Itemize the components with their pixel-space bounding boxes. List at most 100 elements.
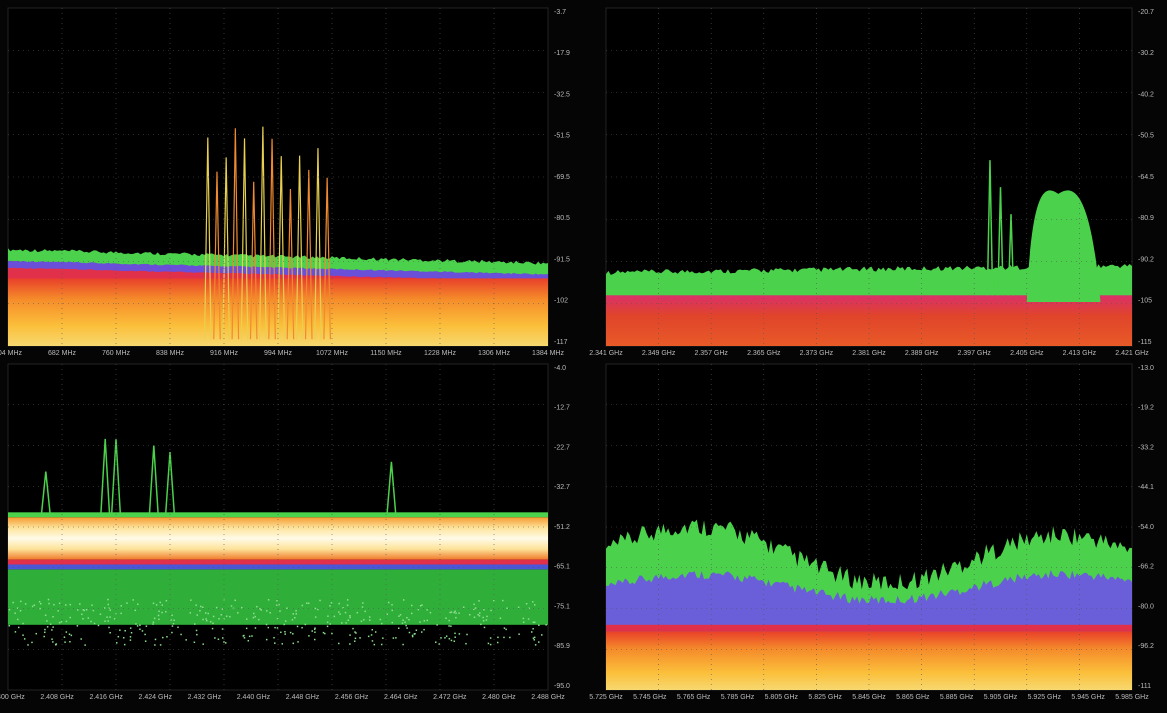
noise-speck xyxy=(145,625,148,627)
noise-speck xyxy=(465,642,467,645)
noise-speck xyxy=(266,610,268,612)
x-tick-label: 5.885 GHz xyxy=(940,694,974,701)
noise-speck xyxy=(107,620,109,622)
noise-speck xyxy=(31,641,33,644)
signal-peak xyxy=(277,156,286,340)
noise-speck xyxy=(196,633,198,636)
noise-speck xyxy=(122,637,125,639)
noise-speck xyxy=(17,618,19,621)
signal-peak xyxy=(295,155,304,340)
noise-speck xyxy=(292,642,295,645)
noise-speck xyxy=(478,600,480,602)
x-tick-label: 2.421 GHz xyxy=(1115,350,1149,357)
spectrum-layer xyxy=(8,517,548,560)
noise-speck xyxy=(477,613,479,616)
spectrum-layer xyxy=(8,559,548,565)
noise-speck xyxy=(371,640,374,642)
y-tick-label: -90.2 xyxy=(1138,256,1154,263)
noise-speck xyxy=(532,601,534,603)
noise-speck xyxy=(221,628,224,630)
noise-speck xyxy=(324,632,326,635)
noise-speck xyxy=(496,641,499,644)
noise-speck xyxy=(223,641,225,643)
noise-speck xyxy=(43,635,45,638)
noise-speck xyxy=(130,632,133,634)
noise-speck xyxy=(445,617,447,619)
noise-speck xyxy=(326,621,329,624)
noise-speck xyxy=(474,607,477,609)
noise-speck xyxy=(39,602,42,605)
noise-speck xyxy=(49,623,52,625)
noise-speck xyxy=(253,612,255,615)
noise-speck xyxy=(132,599,134,601)
noise-speck xyxy=(360,620,363,623)
noise-speck xyxy=(533,639,536,641)
noise-speck xyxy=(482,616,484,619)
noise-speck xyxy=(161,611,163,614)
noise-speck xyxy=(458,633,461,635)
noise-speck xyxy=(478,615,481,617)
noise-speck xyxy=(490,609,492,612)
noise-speck xyxy=(204,612,207,614)
y-tick-label: -80.9 xyxy=(1138,215,1154,222)
noise-speck xyxy=(349,634,351,636)
noise-speck xyxy=(64,641,66,643)
noise-speck xyxy=(402,619,404,621)
noise-speck xyxy=(291,619,294,621)
noise-speck xyxy=(473,608,475,610)
noise-speck xyxy=(129,639,132,641)
noise-speck xyxy=(506,607,508,610)
signal-peak xyxy=(203,137,212,340)
noise-speck xyxy=(306,602,308,604)
noise-speck xyxy=(339,613,341,615)
noise-speck xyxy=(84,644,86,646)
noise-speck xyxy=(243,637,246,639)
noise-speck xyxy=(469,613,471,616)
noise-speck xyxy=(152,602,155,605)
noise-speck xyxy=(401,622,404,624)
noise-speck xyxy=(534,604,536,606)
noise-speck xyxy=(329,623,331,625)
noise-speck xyxy=(517,606,520,609)
noise-speck xyxy=(44,614,47,616)
noise-speck xyxy=(83,609,85,612)
noise-speck xyxy=(165,599,168,602)
noise-speck xyxy=(19,600,22,603)
noise-speck xyxy=(252,616,255,619)
x-tick-label: 5.945 GHz xyxy=(1071,694,1105,701)
noise-speck xyxy=(77,609,79,611)
noise-speck xyxy=(242,635,245,637)
noise-speck xyxy=(16,607,19,609)
y-tick-label: -32.5 xyxy=(554,91,570,98)
x-tick-label: 5.925 GHz xyxy=(1028,694,1062,701)
noise-speck xyxy=(207,612,209,615)
y-tick-label: -13.0 xyxy=(1138,365,1154,372)
x-tick-label: 2.408 GHz xyxy=(40,694,74,701)
noise-speck xyxy=(538,641,540,643)
noise-speck xyxy=(22,634,24,636)
noise-speck xyxy=(166,636,168,638)
noise-speck xyxy=(458,612,460,614)
x-tick-label: 2.424 GHz xyxy=(139,694,173,701)
y-tick-label: -102 xyxy=(554,298,568,305)
noise-speck xyxy=(338,611,340,613)
noise-speck xyxy=(51,629,53,631)
noise-speck xyxy=(139,628,141,631)
y-tick-label: -19.2 xyxy=(1138,405,1154,412)
signal-peak xyxy=(986,160,994,296)
noise-speck xyxy=(260,609,262,611)
x-tick-label: 2.341 GHz xyxy=(589,350,623,357)
noise-speck xyxy=(109,609,112,611)
noise-speck xyxy=(411,612,413,615)
noise-speck xyxy=(419,605,422,607)
y-tick-label: -117 xyxy=(554,339,568,346)
noise-speck xyxy=(267,626,270,629)
noise-speck xyxy=(429,611,432,614)
noise-speck xyxy=(81,613,83,616)
noise-speck xyxy=(361,606,364,608)
noise-speck xyxy=(538,624,540,626)
x-tick-label: 1384 MHz xyxy=(532,350,564,357)
noise-speck xyxy=(444,637,446,639)
x-tick-label: 2.400 GHz xyxy=(0,694,25,701)
